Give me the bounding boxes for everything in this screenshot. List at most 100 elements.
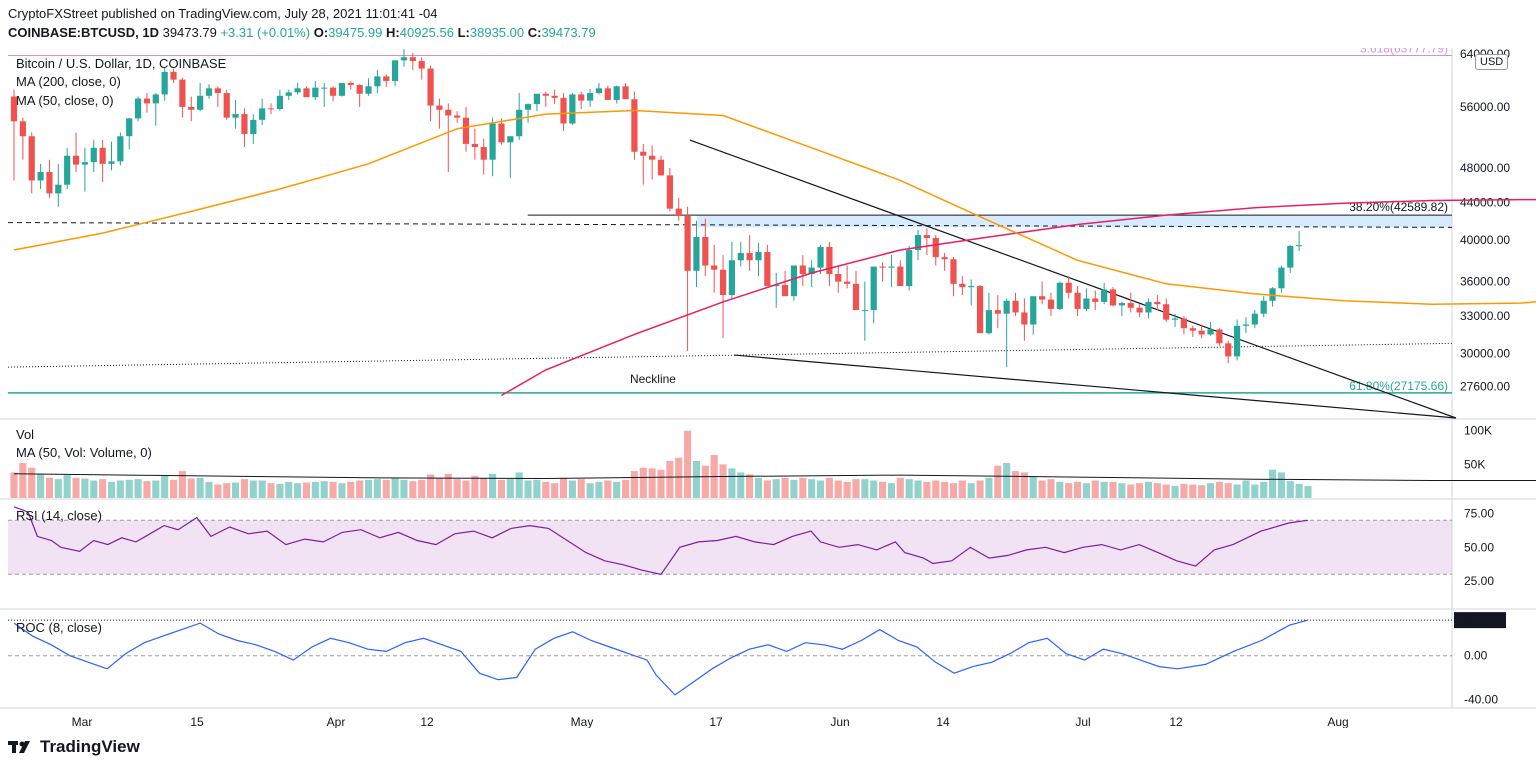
volume-bar — [497, 479, 506, 498]
candle-body — [1296, 245, 1303, 247]
volume-bar — [462, 480, 470, 498]
volume-bar — [63, 475, 71, 498]
volume-bar — [1011, 471, 1020, 498]
legend-roc[interactable]: ROC (8, close) — [16, 620, 102, 635]
candle-body — [711, 265, 718, 270]
volume-bar — [684, 430, 692, 498]
candle-body — [1136, 307, 1143, 313]
candle-body — [454, 115, 461, 118]
candle-body — [994, 310, 1001, 314]
candle-body — [1163, 304, 1170, 320]
ma50-line — [13, 109, 1536, 305]
candle-body — [702, 237, 709, 266]
candle-body — [1216, 329, 1223, 344]
volume-bar — [1118, 483, 1126, 498]
candle-body — [197, 95, 204, 110]
candle-body — [188, 106, 195, 110]
candle-body — [755, 252, 762, 261]
candle-body — [250, 119, 257, 134]
volume-bar — [923, 481, 931, 498]
volume-bar — [382, 479, 390, 498]
chart-canvas[interactable]: 27600.00 30000.00 33000.00 36000.00 40000.00… — [0, 48, 1536, 728]
candle-body — [400, 57, 408, 61]
volume-bar — [728, 468, 736, 498]
volume-bar — [648, 468, 656, 498]
roc-tick-label: -40.00 — [1464, 692, 1498, 706]
currency-badge[interactable]: USD — [1475, 54, 1509, 70]
candle-body — [941, 257, 948, 260]
x-tick-label: 14 — [936, 715, 950, 728]
candle-body — [595, 88, 603, 94]
volume-bar — [887, 483, 895, 498]
price-tick-label: 44000.00 — [1460, 195, 1510, 209]
candle-body — [1039, 296, 1046, 300]
candle-body — [489, 123, 496, 160]
volume-bar — [790, 479, 798, 498]
legend-vol[interactable]: Vol — [16, 427, 35, 442]
candle-body — [861, 310, 868, 312]
candle-body — [649, 155, 656, 160]
candle-body — [569, 94, 576, 124]
candle-body — [586, 93, 594, 101]
volume-bar — [1127, 484, 1135, 498]
high-value: 40925.56 — [399, 25, 454, 40]
candle-body — [1021, 312, 1028, 325]
candle-body — [214, 88, 221, 94]
rsi-band — [8, 520, 1452, 575]
legend-ma200[interactable]: MA (200, close, 0) — [16, 74, 121, 89]
candle-body — [347, 82, 354, 85]
candle-body — [19, 121, 26, 137]
candle-body — [870, 266, 877, 311]
volume-bar — [37, 474, 45, 498]
volume-bar — [453, 479, 461, 498]
candle-body — [1154, 301, 1161, 305]
candle-body — [604, 88, 611, 100]
candle-body — [276, 95, 283, 110]
volume-bar — [994, 465, 1002, 498]
volume-bar — [1304, 485, 1312, 498]
candle-body — [321, 87, 328, 89]
volume-bar — [107, 481, 116, 498]
candle-body — [888, 266, 895, 268]
candle-body — [1287, 245, 1294, 268]
candle-body — [392, 60, 399, 81]
volume-bar — [267, 483, 275, 498]
candle-body — [675, 208, 682, 217]
candle-body — [684, 216, 691, 271]
candle-body — [72, 155, 80, 165]
open-label: O: — [313, 25, 329, 40]
resistance-zone — [697, 215, 1452, 228]
volume-bar — [214, 484, 222, 498]
candle-body — [1003, 300, 1010, 314]
legend-vol-ma[interactable]: MA (50, Vol: Volume, 0) — [16, 445, 152, 460]
candle-body — [64, 155, 71, 185]
volume-bar — [763, 480, 771, 498]
candle-body — [267, 108, 275, 110]
volume-bar — [427, 474, 435, 498]
volume-bar — [524, 480, 532, 498]
symbol-label[interactable]: COINBASE:BTCUSD, 1D — [8, 25, 159, 40]
candle-body — [976, 286, 984, 334]
volume-bar — [905, 479, 913, 498]
volume-bar — [559, 477, 568, 498]
volume-bar — [19, 463, 27, 498]
candle-body — [462, 117, 470, 144]
volume-bar — [816, 480, 825, 498]
candle-body — [914, 235, 922, 250]
price-tick-label: 48000.00 — [1460, 161, 1510, 175]
candle-body — [1118, 303, 1125, 306]
volume-bar — [949, 483, 958, 498]
wedge-lower-line — [733, 354, 1457, 419]
candle-body — [81, 162, 89, 165]
legend-ma50[interactable]: MA (50, close, 0) — [16, 93, 114, 108]
volume-bar — [258, 480, 266, 498]
legend-rsi[interactable]: RSI (14, close) — [16, 508, 102, 523]
vol-tick-label: 100K — [1464, 424, 1492, 438]
candle-body — [10, 96, 18, 122]
price-tick-label: 56000.00 — [1460, 100, 1510, 114]
roc-last-value: 32.70 — [1465, 613, 1495, 627]
candle-body — [879, 266, 886, 268]
neckline — [7, 342, 1453, 368]
candle-body — [1189, 328, 1196, 331]
candle-body — [90, 147, 97, 163]
